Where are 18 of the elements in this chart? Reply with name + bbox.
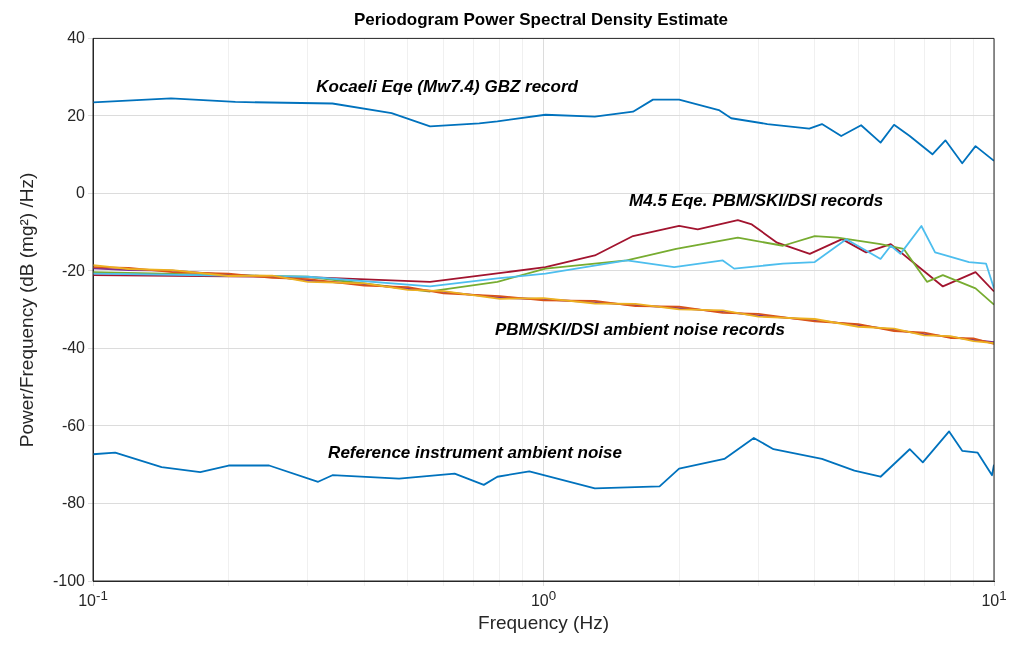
- x-tick-label: 10$^{0}$: [530, 588, 557, 610]
- y-tick-label: -40: [61, 339, 85, 357]
- x-tick-label: 10$^{1}$: [981, 588, 1007, 610]
- chart-title: Periodogram Power Spectral Density Estimate: [353, 9, 729, 29]
- y-axis-title: Power/Frequency (dB (mg²) /Hz): [15, 172, 37, 447]
- annotation: Kocaeli Eqe (Mw7.4) GBZ record: [316, 76, 579, 96]
- y-tick-label: 40: [67, 29, 85, 47]
- y-tick-label: -100: [52, 572, 85, 589]
- y-tick-label: -60: [61, 416, 85, 434]
- x-axis-title: Frequency (Hz): [478, 612, 609, 633]
- y-tick-label: 20: [67, 106, 85, 124]
- annotation: Reference instrument ambient noise: [328, 443, 622, 463]
- annotation: PBM/SKI/DSI ambient noise records: [494, 320, 785, 340]
- x-tick-label: 10$^{-1}$: [78, 588, 108, 610]
- annotation: M4.5 Eqe. PBM/SKI/DSI records: [629, 190, 884, 210]
- y-tick-label: -80: [61, 494, 85, 512]
- y-tick-label: 0: [76, 184, 85, 202]
- y-tick-label: -20: [61, 261, 85, 279]
